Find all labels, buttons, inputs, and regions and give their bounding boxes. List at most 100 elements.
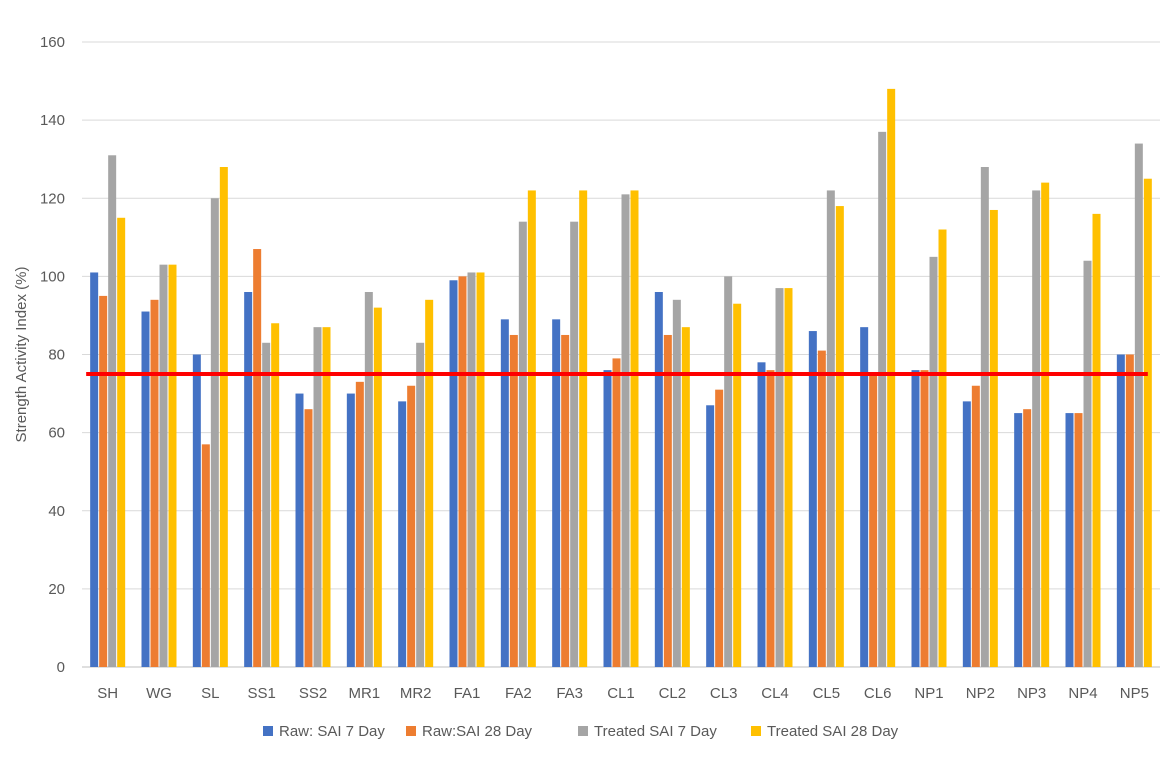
bar-SS2-series-2 (304, 409, 313, 667)
x-tick-label: NP3 (1017, 685, 1046, 702)
bar-MR2-series-1 (398, 401, 407, 667)
bar-CL6-series-1 (860, 327, 869, 667)
x-tick-label: NP4 (1068, 685, 1097, 702)
bar-NP4-series-2 (1074, 413, 1083, 667)
bar-NP1-series-3 (929, 256, 938, 667)
bar-SH-series-2 (99, 295, 108, 667)
x-tick-label: CL3 (710, 685, 738, 702)
bar-NP5-series-4 (1143, 178, 1152, 667)
x-tick-label: MR1 (348, 685, 380, 702)
bar-SH-series-3 (108, 155, 117, 667)
bar-CL1-series-4 (630, 190, 639, 667)
bar-CL1-series-2 (612, 358, 621, 667)
bar-FA2-series-2 (509, 334, 518, 667)
legend: Raw: SAI 7 Day Raw:SAI 28 Day Treated SAI … (263, 723, 899, 740)
bar-FA2-series-3 (518, 221, 527, 667)
legend-swatch (263, 726, 273, 736)
bar-MR2-series-2 (407, 385, 416, 667)
bar-CL5-series-2 (817, 350, 826, 667)
x-tick-label: MR2 (400, 685, 432, 702)
bar-SS2-series-3 (313, 327, 322, 667)
gridlines (82, 41, 1160, 668)
bar-CL2-series-3 (672, 299, 681, 667)
x-tick-label: CL5 (813, 685, 841, 702)
x-tick-label: FA3 (556, 685, 583, 702)
y-tick-label: 80 (48, 347, 65, 364)
bar-MR1-series-3 (364, 292, 373, 667)
y-axis-ticks: 0 20 40 60 80 100 120 140 160 (40, 34, 65, 676)
bar-CL1-series-1 (603, 370, 612, 667)
bar-SL-series-4 (219, 167, 228, 667)
bar-WG-series-3 (159, 264, 168, 667)
bar-CL6-series-3 (878, 131, 887, 667)
bar-NP5-series-1 (1116, 354, 1125, 667)
bar-SH-series-4 (117, 217, 126, 667)
bar-NP4-series-4 (1092, 213, 1101, 667)
bar-SL-series-3 (210, 198, 219, 667)
x-tick-label: FA2 (505, 685, 532, 702)
bar-CL4-series-1 (757, 362, 766, 667)
bar-CL3-series-3 (724, 276, 733, 667)
bar-CL3-series-1 (706, 405, 715, 667)
x-tick-label: SS2 (299, 685, 327, 702)
bar-NP5-series-3 (1134, 143, 1143, 667)
bar-MR2-series-4 (425, 299, 434, 667)
y-axis-title: Strength Activity Index (%) (13, 267, 30, 443)
bar-SL-series-2 (201, 444, 210, 667)
bar-FA1-series-4 (476, 272, 485, 667)
x-tick-label: CL1 (607, 685, 635, 702)
bar-NP3-series-4 (1041, 182, 1050, 667)
x-tick-label: SS1 (247, 685, 275, 702)
bar-FA1-series-2 (458, 276, 467, 667)
bar-SS1-series-1 (244, 292, 253, 667)
legend-label: Treated SAI 28 Day (767, 723, 899, 740)
bar-CL3-series-2 (715, 389, 724, 667)
x-axis-ticks: SH WG SL SS1 SS2 MR1 MR2 FA1 FA2 FA3 CL1 CL2 CL3 CL4 C… (97, 685, 1149, 702)
bar-CL2-series-2 (663, 334, 672, 667)
bar-FA3-series-3 (570, 221, 579, 667)
bar-FA1-series-1 (449, 280, 458, 667)
bar-CL2-series-1 (654, 292, 663, 667)
legend-swatch (406, 726, 416, 736)
bar-NP2-series-2 (971, 385, 980, 667)
x-tick-label: SH (97, 685, 118, 702)
bar-CL6-series-4 (887, 88, 896, 667)
bar-WG-series-1 (141, 311, 150, 667)
bar-CL5-series-4 (835, 206, 844, 667)
bar-SS1-series-3 (262, 342, 271, 667)
bar-MR2-series-3 (416, 342, 425, 667)
bar-SS2-series-4 (322, 327, 331, 667)
y-tick-label: 60 (48, 425, 65, 442)
bar-NP3-series-2 (1023, 409, 1032, 667)
bar-FA3-series-1 (552, 319, 561, 667)
bar-MR1-series-1 (346, 393, 355, 667)
legend-swatch (578, 726, 588, 736)
bar-FA3-series-2 (561, 334, 570, 667)
bar-NP2-series-3 (980, 167, 989, 667)
bar-FA2-series-4 (527, 190, 536, 667)
y-tick-label: 40 (48, 503, 65, 520)
x-tick-label: FA1 (454, 685, 481, 702)
bar-CL5-series-1 (808, 331, 817, 667)
bar-NP5-series-2 (1125, 354, 1134, 667)
bar-SS1-series-4 (271, 323, 280, 667)
bar-CL4-series-3 (775, 288, 784, 667)
bar-CL4-series-2 (766, 370, 775, 667)
bar-CL4-series-4 (784, 288, 793, 667)
x-tick-label: NP5 (1120, 685, 1149, 702)
x-tick-label: WG (146, 685, 172, 702)
y-tick-label: 140 (40, 112, 65, 129)
bar-CL2-series-4 (681, 327, 690, 667)
bar-FA1-series-3 (467, 272, 476, 667)
bar-NP3-series-3 (1032, 190, 1041, 667)
bar-NP3-series-1 (1014, 413, 1023, 667)
bar-CL6-series-2 (869, 374, 878, 667)
y-tick-label: 20 (48, 581, 65, 598)
y-tick-label: 0 (57, 659, 65, 676)
bar-SL-series-1 (192, 354, 201, 667)
x-tick-label: CL2 (659, 685, 687, 702)
bar-NP4-series-3 (1083, 260, 1092, 667)
bar-WG-series-2 (150, 299, 159, 667)
